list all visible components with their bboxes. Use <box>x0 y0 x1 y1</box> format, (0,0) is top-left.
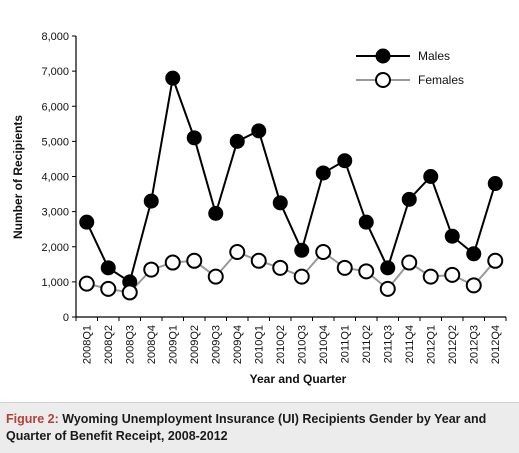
males-point <box>380 260 396 276</box>
x-tick-label: 2011Q2 <box>361 325 373 363</box>
x-tick-label: 2012Q3 <box>469 325 481 364</box>
males-point <box>100 260 116 276</box>
males-point <box>358 214 374 230</box>
y-tick-label: 2,000 <box>41 242 69 254</box>
legend-females-label: Females <box>418 73 464 87</box>
figure-label: Figure 2: <box>6 412 59 426</box>
males-point <box>79 214 95 230</box>
males-point <box>272 195 288 211</box>
males-point <box>423 169 439 184</box>
x-tick-label: 2009Q2 <box>189 325 201 364</box>
y-tick-label: 8,000 <box>41 31 69 43</box>
x-tick-label: 2008Q1 <box>82 325 94 364</box>
y-tick-label: 4,000 <box>41 172 69 184</box>
x-tick-label: 2011Q1 <box>340 325 352 363</box>
x-tick-label: 2010Q1 <box>254 325 266 364</box>
x-tick-label: 2011Q4 <box>404 325 416 363</box>
females-point <box>465 277 482 294</box>
females-point <box>487 252 504 269</box>
males-point <box>143 193 159 209</box>
series-markers <box>78 70 504 301</box>
legend-males-marker <box>375 48 391 64</box>
females-point <box>207 268 224 285</box>
y-tick-label: 0 <box>63 312 69 324</box>
males-point <box>337 153 353 169</box>
x-tick-label: 2009Q4 <box>232 325 244 364</box>
females-point <box>401 254 418 271</box>
y-axis-ticks: 0 1,000 2,000 3,000 4,000 5,000 6,000 7,000 8,00… <box>41 31 76 324</box>
y-axis-title: Number of Recipients <box>11 115 25 239</box>
x-tick-label: 2010Q2 <box>275 325 287 364</box>
males-point <box>444 228 460 244</box>
x-tick-label: 2008Q2 <box>103 325 115 364</box>
females-point <box>143 261 160 278</box>
x-axis-title: Year and Quarter <box>250 372 347 386</box>
line-chart: 0 1,000 2,000 3,000 4,000 5,000 6,000 7,000 8,00… <box>11 31 507 386</box>
females-point <box>422 268 439 285</box>
females-point <box>250 252 267 269</box>
males-point <box>401 191 417 207</box>
females-point <box>444 266 461 283</box>
males-point <box>229 133 245 149</box>
y-tick-label: 7,000 <box>41 66 69 78</box>
females-point <box>229 244 246 261</box>
females-point <box>100 280 117 297</box>
females-point <box>78 275 95 292</box>
x-tick-label: 2009Q3 <box>211 325 223 364</box>
x-tick-label: 2009Q1 <box>168 325 180 364</box>
x-tick-label: 2008Q4 <box>146 325 158 364</box>
x-tick-label: 2008Q3 <box>125 325 137 364</box>
males-point <box>186 130 202 146</box>
figure-caption-text: Wyoming Unemployment Insurance (UI) Reci… <box>6 412 487 443</box>
x-tick-label: 2010Q3 <box>297 325 309 364</box>
x-axis-ticks: 2008Q1 2008Q2 2008Q3 2008Q4 2009Q1 2009Q2 2009… <box>75 317 507 364</box>
females-point <box>121 284 138 301</box>
males-point <box>208 205 224 221</box>
chart-legend: Males Females <box>356 48 464 88</box>
legend-females-marker <box>375 72 391 88</box>
females-point <box>358 263 375 280</box>
males-point <box>315 165 331 181</box>
y-tick-label: 3,000 <box>41 207 69 219</box>
females-point <box>272 259 289 276</box>
legend-males-label: Males <box>418 49 450 63</box>
females-point <box>336 259 353 276</box>
males-point <box>165 70 181 86</box>
x-tick-label: 2010Q4 <box>318 325 330 364</box>
males-point <box>251 123 267 139</box>
males-point <box>487 176 503 192</box>
females-point <box>186 252 203 269</box>
x-tick-label: 2012Q1 <box>426 325 438 364</box>
y-tick-label: 5,000 <box>41 136 69 148</box>
figure-caption: Figure 2: Wyoming Unemployment Insurance… <box>0 402 519 453</box>
y-tick-label: 6,000 <box>41 101 69 113</box>
x-tick-label: 2012Q2 <box>447 325 459 364</box>
males-point <box>294 242 310 258</box>
x-tick-label: 2011Q3 <box>383 325 395 363</box>
series-lines <box>85 74 497 294</box>
females-point <box>293 268 310 285</box>
females-point <box>164 254 181 271</box>
x-tick-label: 2012Q4 <box>490 325 502 364</box>
females-point <box>379 280 396 297</box>
y-tick-label: 1,000 <box>41 277 69 289</box>
females-point <box>315 244 332 261</box>
males-point <box>466 246 482 262</box>
